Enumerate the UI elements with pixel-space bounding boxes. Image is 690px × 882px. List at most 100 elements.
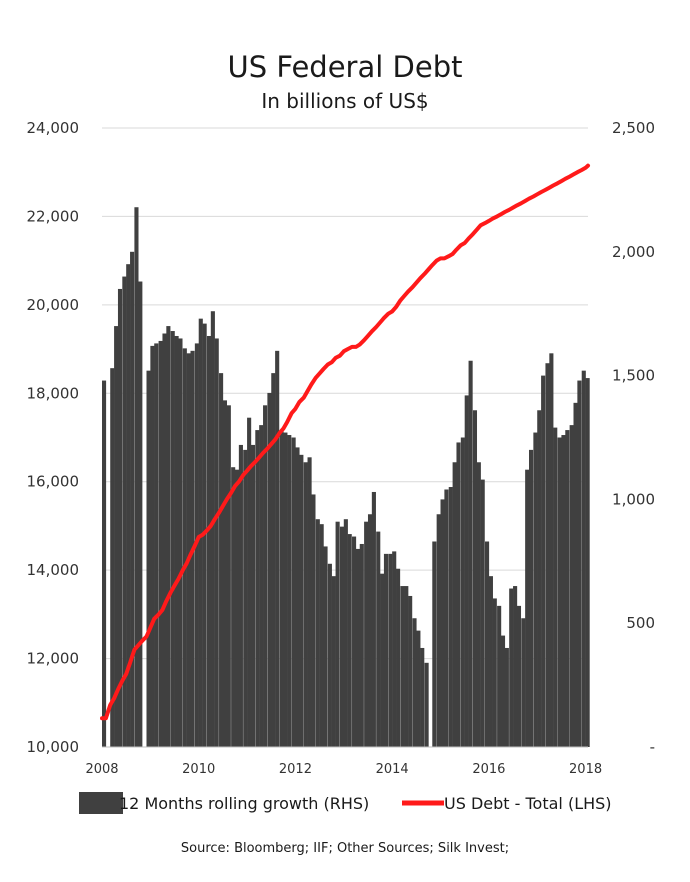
- bar: [287, 435, 292, 747]
- bar: [271, 373, 276, 747]
- bar: [226, 405, 231, 747]
- bar: [492, 598, 497, 747]
- bar: [364, 521, 369, 747]
- bar-series: [102, 207, 590, 748]
- bar: [396, 568, 401, 747]
- bar: [484, 541, 490, 747]
- bar: [102, 380, 107, 747]
- bar: [416, 630, 421, 747]
- y-right-tick-label: 1,000: [612, 490, 655, 508]
- bar: [206, 335, 212, 747]
- legend-bar-label: 12 Months rolling growth (RHS): [119, 794, 369, 813]
- bar: [541, 375, 546, 747]
- bar: [521, 618, 526, 747]
- bar: [327, 563, 332, 747]
- bar: [561, 435, 566, 747]
- bar: [553, 427, 558, 747]
- bar: [238, 444, 243, 747]
- bar: [533, 432, 538, 747]
- bar: [219, 373, 224, 747]
- bar: [537, 410, 542, 747]
- y-left-tick-label: 18,000: [27, 384, 80, 402]
- bar: [126, 264, 131, 747]
- bar: [573, 402, 578, 747]
- legend-bar-swatch: [79, 792, 123, 814]
- legend-line-label: US Debt - Total (LHS): [444, 794, 612, 813]
- bar: [464, 395, 469, 747]
- y-right-tick-label: -: [650, 738, 655, 756]
- bar: [303, 462, 308, 747]
- y-left-tick-label: 24,000: [27, 119, 80, 137]
- bar: [117, 288, 123, 747]
- bar: [243, 449, 248, 747]
- bar: [255, 430, 260, 747]
- bar: [174, 335, 179, 747]
- y-right-tick-label: 2,000: [612, 243, 655, 261]
- bar: [444, 489, 449, 747]
- bar: [283, 432, 288, 747]
- bar: [295, 447, 300, 747]
- bar: [549, 353, 554, 747]
- source-note: Source: Bloomberg; IIF; Other Sources; S…: [181, 841, 509, 856]
- bar: [448, 487, 453, 747]
- y-right-tick-label: 1,500: [612, 367, 655, 385]
- bar: [259, 425, 264, 747]
- bar: [424, 662, 429, 747]
- x-tick-label: 2008: [85, 762, 118, 777]
- bar: [323, 546, 328, 747]
- bar: [331, 576, 336, 747]
- bar: [182, 348, 187, 747]
- bar: [352, 536, 357, 747]
- bar: [569, 425, 574, 747]
- bar: [509, 588, 514, 747]
- bar: [214, 338, 219, 747]
- legend: 12 Months rolling growth (RHS) US Debt -…: [79, 792, 612, 814]
- bar: [178, 338, 183, 747]
- bar: [154, 343, 159, 747]
- bar: [158, 340, 163, 747]
- y-left-tick-label: 16,000: [27, 473, 80, 491]
- bar: [476, 462, 481, 747]
- y-right-tick-label: 2,500: [612, 119, 655, 137]
- bar: [581, 370, 586, 747]
- bar: [412, 618, 417, 747]
- bar: [557, 437, 562, 747]
- bar: [347, 534, 352, 747]
- x-tick-label: 2014: [376, 762, 409, 777]
- bar: [359, 543, 364, 747]
- bar: [275, 350, 280, 747]
- bar: [138, 281, 143, 747]
- line-series: [100, 163, 590, 721]
- bar: [170, 331, 175, 747]
- bar: [380, 573, 385, 747]
- bar: [319, 524, 324, 747]
- y-left-tick-label: 12,000: [27, 650, 80, 668]
- bar: [162, 333, 167, 747]
- y-left-tick-label: 20,000: [27, 296, 80, 314]
- y-left-tick-label: 10,000: [27, 738, 80, 756]
- x-tick-label: 2012: [279, 762, 312, 777]
- bar: [263, 405, 268, 747]
- bar: [234, 469, 240, 747]
- bar: [291, 437, 296, 747]
- bar: [114, 326, 119, 747]
- bar: [565, 430, 570, 747]
- bar: [388, 553, 393, 747]
- bar: [146, 370, 151, 747]
- bar: [452, 462, 457, 747]
- y-left-tick-label: 22,000: [27, 207, 80, 225]
- bar: [513, 586, 518, 747]
- bar: [130, 251, 135, 748]
- bar: [577, 380, 582, 747]
- bar: [456, 442, 461, 747]
- x-tick-label: 2018: [569, 762, 602, 777]
- chart-subtitle: In billions of US$: [261, 89, 428, 113]
- bar: [585, 378, 590, 747]
- bar: [307, 457, 312, 747]
- bar: [529, 449, 534, 747]
- x-tick-label: 2010: [182, 762, 215, 777]
- bar: [222, 400, 228, 747]
- bar: [367, 514, 373, 747]
- debt-line: [100, 163, 590, 721]
